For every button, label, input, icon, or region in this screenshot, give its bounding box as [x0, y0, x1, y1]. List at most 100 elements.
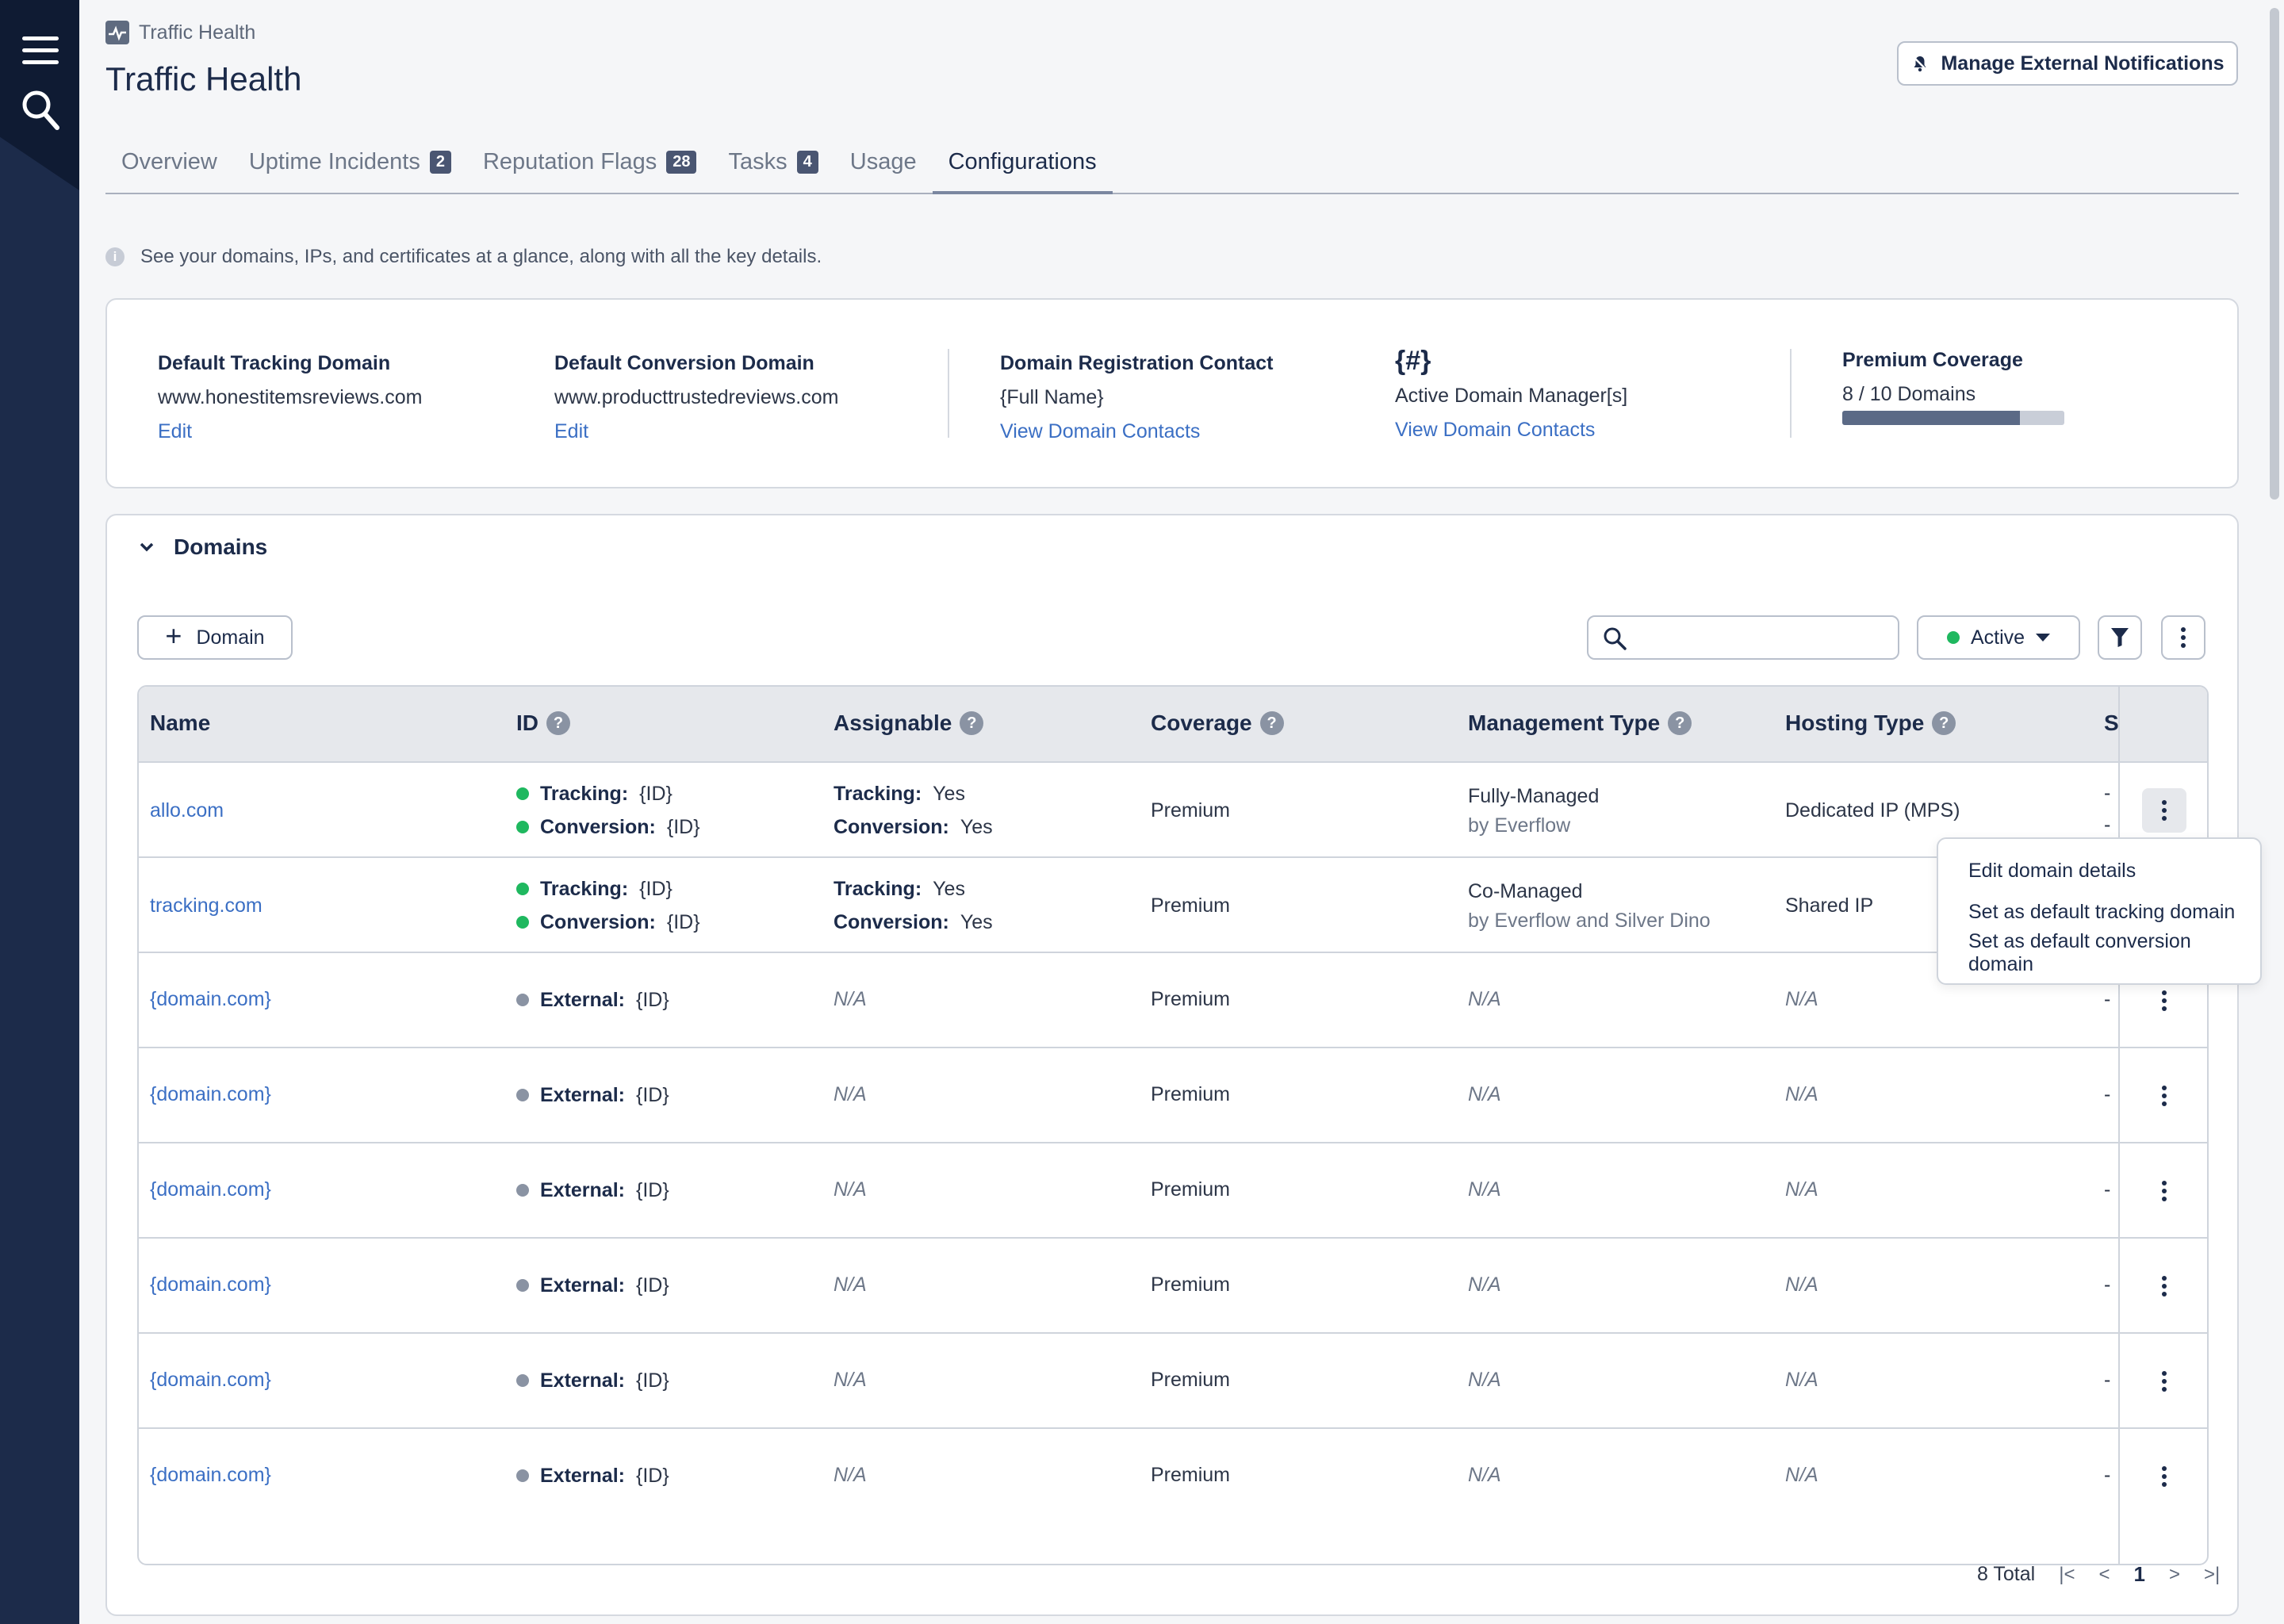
breadcrumb[interactable]: Traffic Health — [105, 21, 255, 44]
assign-value: Yes — [960, 910, 993, 933]
status-cell: - — [2104, 1369, 2111, 1391]
filter-button[interactable] — [2098, 615, 2142, 660]
column-label: S — [2104, 710, 2119, 735]
column-name[interactable]: Name — [150, 710, 210, 736]
column-management-type[interactable]: Management Type? — [1468, 710, 1692, 736]
coverage-cell: Premium — [1151, 988, 1231, 1010]
first-page-icon[interactable]: |< — [2059, 1563, 2075, 1585]
tab-configurations[interactable]: Configurations — [932, 143, 1113, 194]
tab-overview[interactable]: Overview — [105, 143, 233, 194]
edit-tracking-link[interactable]: Edit — [158, 420, 193, 442]
domain-name-link[interactable]: {domain.com} — [150, 1274, 271, 1296]
menu-item-edit-domain[interactable]: Edit domain details — [1968, 859, 2136, 882]
status-dot — [516, 1279, 529, 1292]
search-input[interactable] — [1633, 622, 1887, 653]
menu-item-set-default-tracking[interactable]: Set as default tracking domain — [1968, 900, 2236, 923]
assignable-cell: N/A — [834, 1369, 867, 1391]
info-banner: i See your domains, IPs, and certificate… — [105, 246, 822, 268]
next-page-icon[interactable]: > — [2168, 1563, 2180, 1585]
row-actions-button[interactable] — [2142, 979, 2186, 1023]
summary-value: 8 / 10 Domains — [1842, 383, 1976, 405]
id-cell: Tracking: {ID} Conversion: {ID} — [516, 777, 700, 844]
coverage-progress-bar — [1842, 411, 2064, 425]
management-cell: N/A — [1468, 1083, 1501, 1105]
tab-reputation-flags[interactable]: Reputation Flags 28 — [467, 143, 713, 194]
domain-name-link[interactable]: {domain.com} — [150, 1369, 271, 1391]
domain-name-link[interactable]: {domain.com} — [150, 988, 271, 1010]
column-assignable[interactable]: Assignable? — [834, 710, 984, 736]
hamburger-icon[interactable] — [22, 36, 59, 65]
assign-value: Yes — [933, 877, 965, 900]
default-tracking-domain: Default Tracking Domain www.honestitemsr… — [158, 352, 422, 443]
id-value: {ID} — [639, 782, 673, 805]
prev-page-icon[interactable]: < — [2098, 1563, 2110, 1585]
id-cell: External: {ID} — [516, 1459, 669, 1492]
domain-name-link[interactable]: {domain.com} — [150, 1083, 271, 1105]
column-coverage[interactable]: Coverage? — [1151, 710, 1284, 736]
id-label: Conversion: — [540, 910, 656, 933]
domain-registration-contact: Domain Registration Contact {Full Name} … — [1000, 352, 1273, 443]
tab-bar: Overview Uptime Incidents 2 Reputation Fl… — [105, 143, 2239, 194]
status-cell: - — [2104, 1464, 2111, 1486]
row-actions-button[interactable] — [2142, 1264, 2186, 1308]
row-actions-button[interactable] — [2142, 1169, 2186, 1213]
domain-name-link[interactable]: {domain.com} — [150, 1464, 271, 1486]
domain-search — [1587, 615, 1899, 660]
management-subtext: by Everflow and Silver Dino — [1468, 910, 1711, 932]
help-icon[interactable]: ? — [1932, 711, 1956, 735]
edit-conversion-link[interactable]: Edit — [554, 420, 589, 442]
help-icon[interactable]: ? — [1259, 711, 1284, 735]
id-label: External: — [540, 1274, 625, 1297]
column-status-truncated[interactable]: S — [2104, 710, 2119, 736]
row-actions-button[interactable] — [2142, 788, 2186, 833]
management-cell: N/A — [1468, 1464, 1501, 1486]
hosting-cell: Dedicated IP (MPS) — [1785, 799, 1960, 822]
current-page[interactable]: 1 — [2133, 1562, 2145, 1586]
id-value: {ID} — [666, 815, 700, 838]
domain-name-link[interactable]: {domain.com} — [150, 1178, 271, 1201]
chevron-down-icon — [140, 542, 154, 552]
view-domain-contacts-link[interactable]: View Domain Contacts — [1000, 420, 1201, 442]
status-filter-select[interactable]: Active — [1917, 615, 2080, 660]
help-icon[interactable]: ? — [1668, 711, 1692, 735]
domains-section-toggle[interactable]: Domains — [139, 534, 267, 560]
view-domain-contacts-link[interactable]: View Domain Contacts — [1395, 419, 1596, 441]
domain-name-link[interactable]: allo.com — [150, 799, 224, 822]
row-actions-button[interactable] — [2142, 1454, 2186, 1499]
id-cell: External: {ID} — [516, 1269, 669, 1302]
id-label: Tracking: — [540, 782, 629, 805]
domain-name-link[interactable]: tracking.com — [150, 894, 263, 917]
add-domain-button[interactable]: + Domain — [137, 615, 293, 660]
tab-usage[interactable]: Usage — [834, 143, 933, 194]
assignable-cell: N/A — [834, 1464, 867, 1486]
id-label: External: — [540, 1369, 625, 1392]
hosting-cell: N/A — [1785, 1178, 1818, 1201]
column-id[interactable]: ID? — [516, 710, 570, 736]
column-label: Name — [150, 710, 211, 735]
column-hosting-type[interactable]: Hosting Type? — [1785, 710, 1956, 736]
tab-label: Overview — [121, 149, 217, 174]
menu-item-set-default-conversion[interactable]: Set as default conversion domain — [1968, 930, 2191, 975]
row-actions-button[interactable] — [2142, 1359, 2186, 1404]
management-type: Co-Managed — [1468, 880, 1583, 902]
tab-tasks[interactable]: Tasks 4 — [712, 143, 834, 194]
help-icon[interactable]: ? — [960, 711, 984, 735]
more-options-button[interactable] — [2161, 615, 2205, 660]
manage-external-notifications-button[interactable]: Manage External Notifications — [1897, 41, 2238, 86]
coverage-cell: Premium — [1151, 1083, 1231, 1105]
column-label: Coverage — [1151, 710, 1252, 735]
help-icon[interactable]: ? — [546, 711, 570, 735]
default-conversion-domain: Default Conversion Domain www.producttru… — [554, 352, 838, 443]
last-page-icon[interactable]: >| — [2203, 1563, 2221, 1585]
id-label: External: — [540, 1464, 625, 1487]
assignable-cell: Tracking: Yes Conversion: Yes — [834, 777, 993, 844]
row-actions-button[interactable] — [2142, 1074, 2186, 1118]
id-label: External: — [540, 1178, 625, 1201]
caret-down-icon — [2036, 634, 2051, 642]
column-label: Assignable — [834, 710, 952, 735]
tab-uptime-incidents[interactable]: Uptime Incidents 2 — [233, 143, 467, 194]
summary-card: Default Tracking Domain www.honestitemsr… — [105, 298, 2239, 488]
search-icon[interactable] — [21, 89, 60, 132]
id-cell: External: {ID} — [516, 1174, 669, 1207]
page-scrollbar[interactable] — [2270, 8, 2279, 500]
